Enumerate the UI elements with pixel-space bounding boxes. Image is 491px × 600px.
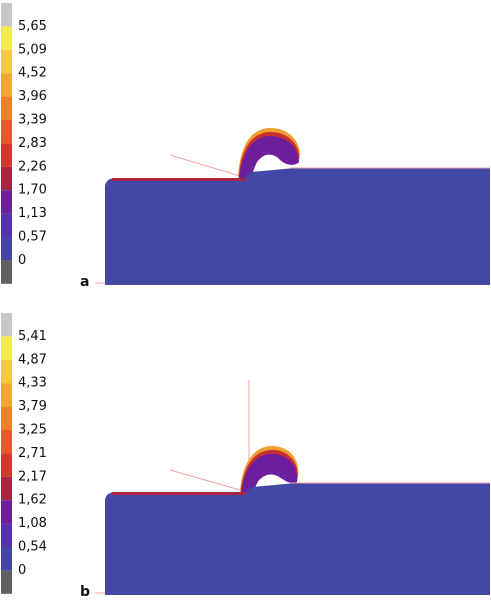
- colorbar-segment: [1, 213, 12, 237]
- colorbar-label: 4,33: [18, 376, 47, 391]
- colorbar-segment: [1, 336, 12, 360]
- colorbar-label: 5,41: [18, 329, 47, 344]
- panel: 5,65 5,09 4,52 3,96 3,39 2,83 2,26 1,70 1,13 0,57…: [1, 3, 490, 290]
- colorbar-segment: [1, 453, 12, 477]
- colorbar-label: 5,09: [18, 42, 47, 57]
- guide-line: [169, 154, 241, 177]
- colorbar-label: 2,26: [18, 159, 47, 174]
- workpiece: [105, 483, 490, 595]
- colorbar-label: 3,25: [18, 423, 47, 438]
- chip-core: [240, 453, 298, 498]
- colorbar-label: 0,54: [18, 540, 47, 555]
- colorbar-segment: [1, 49, 12, 74]
- colorbar-segment: [1, 73, 12, 97]
- surface-layer: [112, 178, 245, 181]
- panel: 5,41 4,87 4,33 3,79 3,25 2,71 2,17 1,62 1,08 0,54…: [1, 313, 490, 600]
- colorbar-segment: [1, 383, 12, 407]
- colorbar-label: 0: [18, 563, 26, 578]
- colorbar-label: 4,87: [18, 352, 47, 367]
- colorbar-label: 3,79: [18, 399, 47, 414]
- colorbar-segment: [1, 143, 12, 167]
- colorbar-segment: [1, 120, 12, 144]
- colorbar-segment: [1, 26, 12, 50]
- colorbar-segment: [1, 547, 12, 571]
- colorbar-label: 1,13: [18, 206, 47, 221]
- chip-core: [238, 136, 299, 183]
- colorbar-label: 3,96: [18, 89, 47, 104]
- colorbar-segment: [1, 500, 12, 524]
- colorbar-segment: [1, 260, 12, 284]
- colorbar-segment: [1, 313, 12, 337]
- colorbar-segment: [1, 570, 12, 594]
- colorbar-label: 4,52: [18, 66, 47, 81]
- colorbar-segment: [1, 96, 12, 120]
- colorbar-label: 1,70: [18, 183, 47, 198]
- colorbar-label: 5,65: [18, 19, 47, 34]
- colorbar-label: 1,08: [18, 516, 47, 531]
- colorbar-label: 0: [18, 253, 26, 268]
- guide-line: [169, 469, 241, 491]
- colorbar-label: 0,57: [18, 230, 47, 245]
- colorbar-segment: [1, 406, 12, 430]
- colorbar-label: 2,83: [18, 136, 47, 151]
- colorbar-segment: [1, 359, 12, 384]
- workpiece: [105, 168, 490, 285]
- colorbar-label: 3,39: [18, 113, 47, 128]
- colorbar-segment: [1, 166, 12, 191]
- colorbar-label: 1,62: [18, 493, 47, 508]
- colorbar-label: 2,17: [18, 469, 47, 484]
- colorbar-segment: [1, 476, 12, 501]
- panel-label: a: [80, 274, 89, 290]
- colorbar-segment: [1, 523, 12, 547]
- colorbar-segment: [1, 190, 12, 214]
- colorbar-segment: [1, 237, 12, 261]
- surface-layer: [112, 492, 246, 495]
- panel-label: b: [80, 584, 90, 600]
- colorbar-segment: [1, 430, 12, 454]
- colorbar-label: 2,71: [18, 446, 47, 461]
- colorbar-segment: [1, 3, 12, 27]
